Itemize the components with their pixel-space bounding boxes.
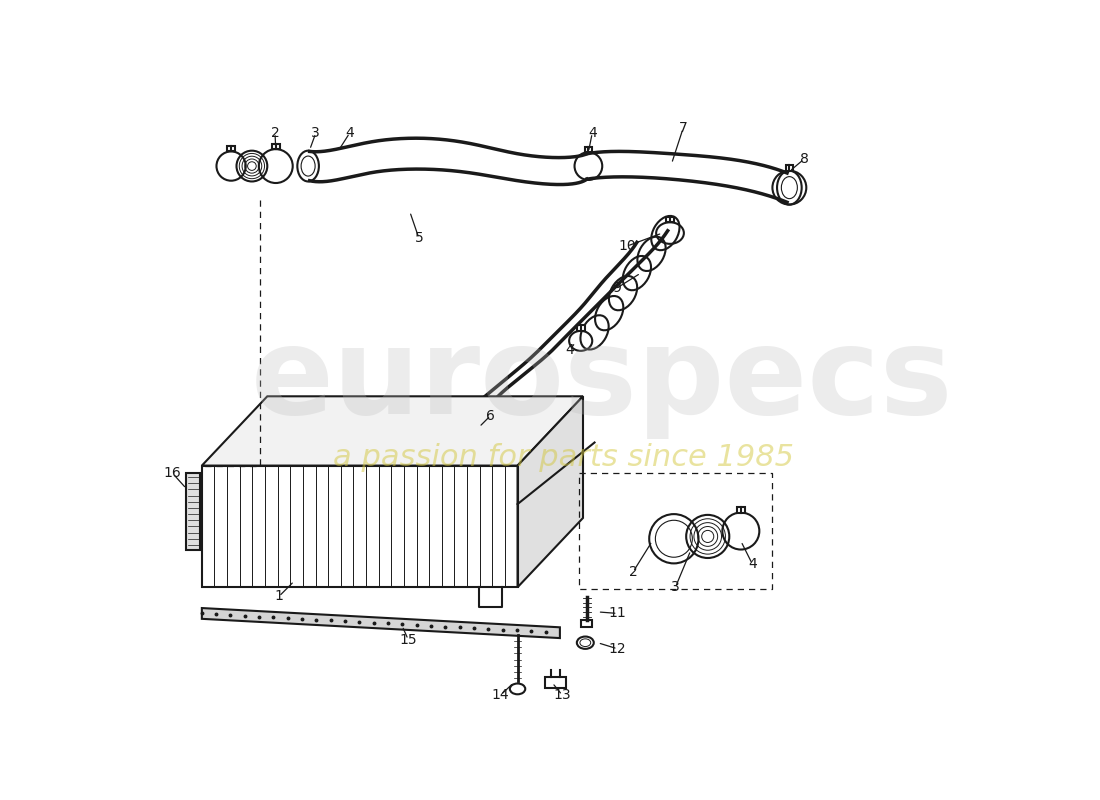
Text: eurospecs: eurospecs: [251, 322, 954, 439]
Text: 15: 15: [399, 633, 417, 646]
Text: 4: 4: [587, 126, 596, 140]
FancyBboxPatch shape: [228, 146, 235, 151]
Text: a passion for parts since 1985: a passion for parts since 1985: [333, 443, 794, 472]
Ellipse shape: [576, 637, 594, 649]
Text: 14: 14: [492, 688, 509, 702]
Polygon shape: [544, 678, 566, 688]
Text: 7: 7: [679, 122, 688, 135]
Text: 4: 4: [345, 126, 354, 140]
Polygon shape: [202, 396, 583, 466]
Text: 9: 9: [612, 282, 620, 295]
Text: 5: 5: [415, 231, 424, 246]
Text: 8: 8: [800, 152, 808, 166]
Text: 3: 3: [671, 580, 680, 594]
Text: 2: 2: [629, 565, 637, 579]
FancyBboxPatch shape: [576, 326, 584, 331]
Text: 10: 10: [618, 239, 636, 253]
Text: 4: 4: [748, 557, 757, 571]
Polygon shape: [202, 608, 560, 638]
FancyBboxPatch shape: [584, 147, 592, 152]
Text: 3: 3: [311, 126, 320, 140]
Text: 4: 4: [565, 343, 574, 357]
Ellipse shape: [777, 170, 802, 205]
Polygon shape: [517, 396, 583, 587]
FancyBboxPatch shape: [272, 144, 279, 149]
Ellipse shape: [297, 150, 319, 182]
Text: 13: 13: [553, 688, 571, 702]
Text: 1: 1: [274, 590, 284, 603]
FancyBboxPatch shape: [667, 217, 674, 222]
Ellipse shape: [425, 428, 464, 457]
Text: 16: 16: [164, 466, 182, 480]
FancyBboxPatch shape: [785, 166, 793, 170]
Polygon shape: [186, 474, 200, 550]
FancyBboxPatch shape: [737, 507, 745, 513]
Text: 2: 2: [271, 126, 279, 140]
Text: 11: 11: [608, 606, 627, 621]
Text: 12: 12: [608, 642, 627, 656]
Ellipse shape: [509, 683, 526, 694]
Text: 6: 6: [486, 409, 495, 422]
FancyBboxPatch shape: [582, 619, 592, 626]
